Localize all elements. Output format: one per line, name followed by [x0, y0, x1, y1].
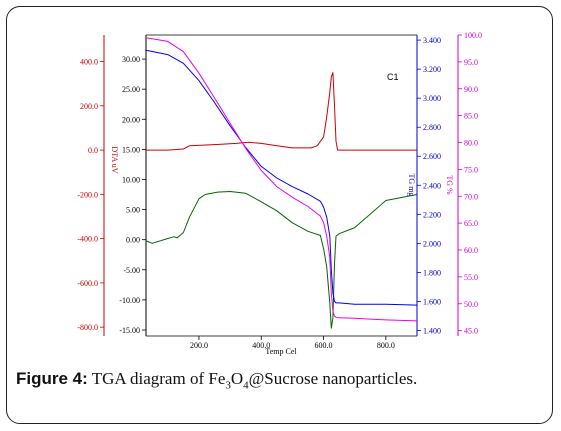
- x-tick-label: 200.0: [190, 341, 208, 350]
- tgp-tick-label: 70.0: [464, 192, 478, 201]
- dtg-tick-label: 0.00: [126, 236, 140, 245]
- tg-tick-label: 1.600: [423, 297, 441, 306]
- x-tick-label: 600.0: [315, 341, 333, 350]
- tg-tick-label: 2.600: [423, 152, 441, 161]
- tg-tick-label: 2.400: [423, 181, 441, 190]
- dtg-tick-label: 25.00: [122, 85, 140, 94]
- tgp-tick-label: 75.0: [464, 165, 478, 174]
- tg-tick-label: 3.000: [423, 94, 441, 103]
- tg-percent-curve: [145, 37, 418, 322]
- x-axis-title: Temp Cel: [265, 347, 297, 356]
- dtg-tick-label: 10.00: [122, 175, 140, 184]
- dtg-tick-label: -10.00: [119, 296, 140, 305]
- tgp-tick-label: 85.0: [464, 112, 478, 121]
- dtg-tick-label: 15.00: [122, 145, 140, 154]
- dtg-tick-label: -15.00: [119, 326, 140, 335]
- tgp-tick-label: 100.0: [464, 31, 482, 40]
- dta-tick-label: -400.0: [77, 235, 98, 244]
- tgp-tick-label: 45.0: [464, 327, 478, 336]
- tg-tick-label: 2.200: [423, 210, 441, 219]
- x-tick-label: 400.0: [252, 341, 270, 350]
- tg-tick-label: 2.000: [423, 239, 441, 248]
- dtg-tick-label: 30.00: [122, 55, 140, 64]
- tgp-tick-label: 50.0: [464, 300, 478, 309]
- figure-caption: Figure 4: TGA diagram of Fe3O4@Sucrose n…: [16, 369, 417, 391]
- series-layer: [145, 37, 418, 329]
- dta-tick-label: 200.0: [80, 102, 98, 111]
- tgp-tick-label: 65.0: [464, 219, 478, 228]
- dtg-curve: [145, 191, 418, 329]
- chart-annotation: C1: [387, 72, 399, 82]
- tgp-tick-label: 95.0: [464, 58, 478, 67]
- tg-tick-label: 3.200: [423, 65, 441, 74]
- dtg-tick-label: -5.00: [123, 266, 140, 275]
- dta-tick-label: -800.0: [77, 323, 98, 332]
- tg-tick-label: 2.800: [423, 123, 441, 132]
- axes-layer: 400.0 200.0 0.0 -200.0 -400.0 -600.0 -800.0 DTA…: [77, 31, 482, 356]
- tg-tick-label: 1.800: [423, 268, 441, 277]
- tgp-tick-label: 60.0: [464, 246, 478, 255]
- caption-sub-2: 4: [243, 379, 249, 392]
- dtg-tick-label: 5.00: [126, 206, 140, 215]
- figure-frame: [6, 6, 553, 424]
- caption-mid: O: [230, 369, 244, 388]
- tg-axis-title: TG mg: [407, 174, 416, 197]
- dta-tick-label: -600.0: [77, 279, 98, 288]
- tgp-tick-label: 55.0: [464, 273, 478, 282]
- tg-tick-label: 3.400: [423, 36, 441, 45]
- dta-tick-label: -200.0: [77, 190, 98, 199]
- dta-curve: [146, 72, 417, 151]
- tgp-tick-label: 90.0: [464, 85, 478, 94]
- tg-mass-curve: [145, 49, 418, 306]
- caption-sub-1: 3: [225, 379, 231, 392]
- caption-label: Figure 4:: [16, 369, 88, 388]
- dta-tick-label: 0.0: [88, 146, 98, 155]
- dta-tick-label: 400.0: [80, 58, 98, 67]
- dtg-tick-label: 20.00: [122, 115, 140, 124]
- tg-tick-label: 1.400: [423, 326, 441, 335]
- dta-axis-title: DTA uV: [110, 146, 119, 173]
- caption-text-after: @Sucrose nanoparticles.: [248, 369, 418, 388]
- tgp-axis-title: TG %: [445, 175, 454, 195]
- caption-text-before: TGA diagram of Fe: [91, 369, 226, 388]
- tgp-tick-label: 80.0: [464, 139, 478, 148]
- x-tick-label: 800.0: [377, 341, 395, 350]
